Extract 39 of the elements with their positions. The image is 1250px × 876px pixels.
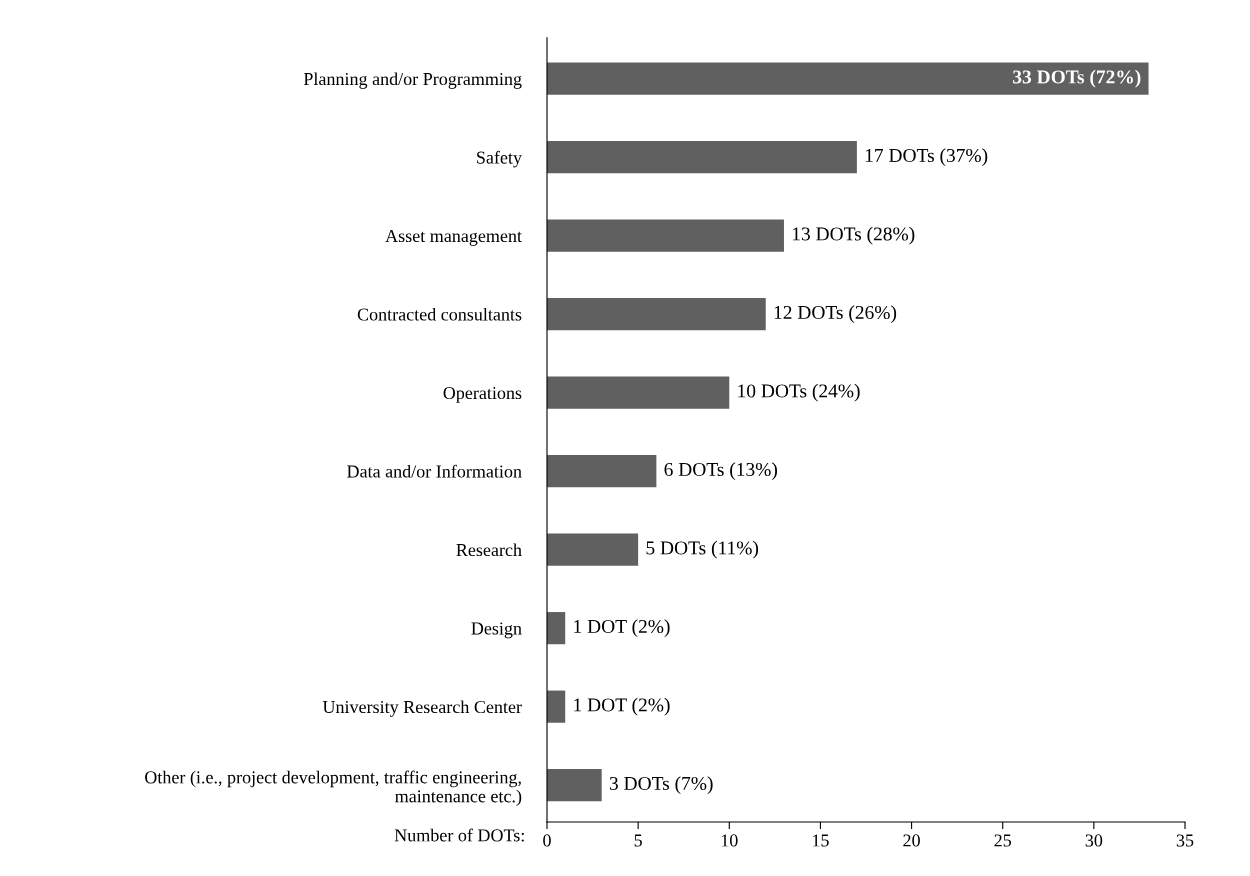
data-label: 3 DOTs (7%) (609, 776, 713, 794)
data-label: 6 DOTs (13%) (664, 462, 778, 480)
data-label: 13 DOTs (28%) (792, 226, 915, 245)
data-label: 1 DOT (2%) (574, 697, 670, 716)
y-tick-label: University Research Center (322, 700, 522, 717)
data-label: 10 DOTs (24%) (738, 383, 860, 402)
data-label: 12 DOTs (26%) (774, 305, 897, 323)
bar (547, 219, 784, 252)
x-tick-label: 5 (634, 834, 642, 847)
data-label: 33 DOTs (72%) (1013, 69, 1141, 88)
bar (547, 62, 1149, 95)
data-label: 5 DOTs (11%) (646, 540, 759, 559)
y-tick-label: Research (456, 543, 522, 557)
y-tick-label: Other (i.e., project development, traffic engineering, maintenance etc.) (145, 770, 522, 807)
x-axis-title: Number of DOTs: (394, 828, 524, 842)
y-tick-label: Data and/or Information (347, 464, 522, 478)
x-tick-label: 20 (903, 834, 920, 847)
y-tick-label: Safety (477, 150, 522, 168)
bar (547, 690, 566, 723)
y-tick-label: Design (471, 622, 522, 639)
x-tick-label: 30 (1085, 834, 1103, 847)
x-tick-label: 0 (543, 834, 551, 847)
x-tick-label: 35 (1176, 834, 1194, 847)
bar (547, 298, 766, 331)
x-tick-label: 10 (721, 834, 738, 847)
y-tick-label: Contracted consultants (357, 307, 522, 321)
bar (547, 141, 857, 174)
bar (547, 533, 639, 566)
data-label: 17 DOTs (37%) (865, 148, 988, 166)
x-tick-label: 25 (994, 834, 1012, 847)
x-tick-label: 15 (812, 834, 829, 847)
bar (547, 769, 602, 802)
y-tick-label: Operations (443, 386, 522, 403)
data-label: 1 DOT (2%) (574, 619, 670, 637)
bar (547, 612, 566, 645)
bar (547, 376, 730, 409)
bar (547, 455, 657, 488)
y-tick-label: Asset management (385, 229, 522, 246)
y-tick-label: Planning and/or Programming (303, 72, 522, 89)
